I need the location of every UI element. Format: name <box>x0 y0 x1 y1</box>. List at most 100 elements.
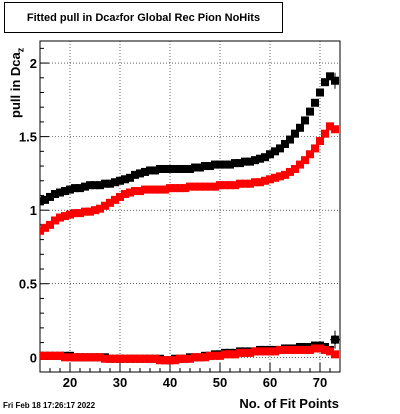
title-main: Fitted pull in Dca <box>26 11 116 24</box>
data-point-s0 <box>116 176 124 185</box>
data-point-s1 <box>321 129 329 138</box>
data-point-s0 <box>146 166 154 175</box>
data-point-s3 <box>316 344 324 353</box>
data-point-s1 <box>291 164 299 173</box>
data-point-s1 <box>316 137 324 146</box>
data-point-s0 <box>221 160 229 169</box>
data-point-s1 <box>176 184 184 193</box>
data-point-s0 <box>306 107 314 116</box>
data-point-s1 <box>271 173 279 182</box>
data-point-s1 <box>246 179 254 188</box>
data-point-s3 <box>131 354 139 363</box>
data-point-s0 <box>291 129 299 138</box>
data-point-s1 <box>251 178 259 187</box>
data-point-s3 <box>156 356 164 365</box>
x-tick-label: 40 <box>163 375 177 390</box>
data-point-s1 <box>231 181 239 190</box>
timestamp: Fri Feb 18 17:26:17 2022 <box>3 401 96 410</box>
plot-frame <box>39 40 341 373</box>
data-point-s1 <box>261 176 269 185</box>
data-point-s0 <box>91 181 99 190</box>
data-point-s1 <box>81 207 89 216</box>
data-point-s0 <box>166 164 174 173</box>
data-point-s0 <box>156 164 164 173</box>
data-point-s3 <box>216 351 224 360</box>
data-point-s3 <box>41 351 49 360</box>
data-point-s0 <box>136 169 144 178</box>
data-point-s1 <box>306 150 314 159</box>
data-point-s3 <box>171 356 179 365</box>
data-point-s0 <box>66 185 74 194</box>
data-point-s3 <box>181 354 189 363</box>
data-point-s0 <box>171 164 179 173</box>
data-point-s0 <box>56 188 64 197</box>
data-point-s0 <box>46 192 54 201</box>
data-point-s0 <box>271 147 279 156</box>
data-point-s3 <box>121 354 129 363</box>
data-point-s1 <box>281 170 289 179</box>
x-tick-label: 50 <box>213 375 227 390</box>
data-point-s1 <box>46 220 54 229</box>
data-point-s1 <box>76 209 84 218</box>
data-point-s0 <box>71 184 79 193</box>
data-point-s1 <box>141 185 149 194</box>
data-point-s0 <box>41 195 49 204</box>
data-point-s0 <box>301 116 309 125</box>
data-point-s0 <box>236 159 244 168</box>
data-point-s3 <box>251 347 259 356</box>
data-point-s3 <box>56 351 64 360</box>
data-point-s1 <box>161 185 169 194</box>
data-point-s3 <box>141 354 149 363</box>
data-point-s0 <box>161 164 169 173</box>
data-point-s1 <box>111 195 119 204</box>
data-point-s3 <box>276 345 284 354</box>
data-point-s3 <box>91 353 99 362</box>
data-point-s1 <box>311 144 319 153</box>
data-point-s3 <box>46 351 54 360</box>
data-point-s1 <box>151 185 159 194</box>
data-point-s0 <box>316 88 324 97</box>
data-point-s1 <box>226 181 234 190</box>
y-tick-label: 2 <box>30 56 37 71</box>
data-point-s1 <box>186 182 194 191</box>
data-point-s1 <box>211 182 219 191</box>
data-point-s3 <box>231 350 239 359</box>
data-point-s1 <box>61 212 69 221</box>
data-point-s1 <box>116 192 124 201</box>
data-point-s0 <box>256 154 264 163</box>
data-point-s3 <box>256 347 264 356</box>
data-point-s1 <box>181 184 189 193</box>
data-point-s3 <box>71 353 79 362</box>
data-point-s1 <box>221 181 229 190</box>
data-point-s0 <box>276 144 284 153</box>
data-point-s1 <box>331 125 339 134</box>
data-point-s0 <box>251 156 259 165</box>
data-point-s3 <box>266 347 274 356</box>
data-point-s0 <box>326 72 334 81</box>
data-point-s3 <box>326 347 334 356</box>
data-point-s0 <box>206 162 214 171</box>
data-point-s0 <box>96 181 104 190</box>
data-point-s3 <box>301 345 309 354</box>
data-point-s0 <box>321 78 329 87</box>
data-point-s3 <box>126 354 134 363</box>
data-point-s3 <box>246 348 254 357</box>
data-point-s3 <box>211 351 219 360</box>
data-point-s0 <box>201 162 209 171</box>
data-point-s3 <box>161 356 169 365</box>
data-point-s1 <box>86 207 94 216</box>
data-point-s0 <box>186 164 194 173</box>
data-point-s3 <box>151 354 159 363</box>
data-point-s3 <box>241 348 249 357</box>
data-point-s0 <box>106 179 114 188</box>
data-point-s1 <box>196 182 204 191</box>
data-point-s3 <box>66 353 74 362</box>
data-point-s3 <box>286 345 294 354</box>
data-point-s3 <box>186 354 194 363</box>
data-point-s3 <box>96 353 104 362</box>
data-point-s1 <box>41 223 49 232</box>
data-point-s0 <box>311 98 319 107</box>
data-point-s1 <box>126 188 134 197</box>
x-tick-label: 60 <box>263 375 277 390</box>
